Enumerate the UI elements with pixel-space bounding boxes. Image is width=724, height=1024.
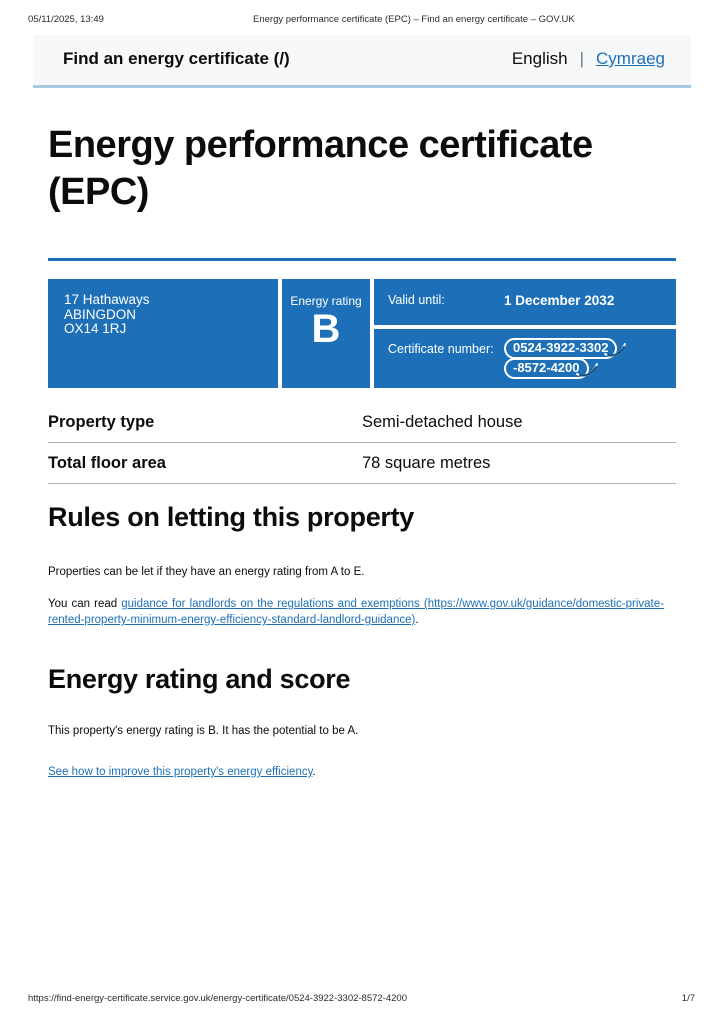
print-footer-url: https://find-energy-certificate.service.… bbox=[28, 993, 407, 1004]
landlord-guidance-link[interactable]: guidance for landlords on the regulation… bbox=[48, 598, 664, 626]
language-switch-link[interactable]: Cymraeg bbox=[596, 49, 665, 68]
improve-efficiency-link[interactable]: See how to improve this property's energ… bbox=[48, 766, 313, 778]
floor-area-value: 78 square metres bbox=[362, 454, 491, 472]
certificate-summary-panel: 17 Hathaways ABINGDON OX14 1RJ Energy ra… bbox=[48, 279, 676, 388]
address-line-1: 17 Hathaways bbox=[64, 292, 150, 307]
guidance-suffix: . bbox=[415, 614, 419, 626]
service-name-link[interactable]: Find an energy certificate (/) bbox=[63, 49, 290, 68]
print-doc-title: Energy performance certificate (EPC) – F… bbox=[253, 14, 575, 25]
address-line-3: OX14 1RJ bbox=[64, 321, 127, 336]
table-row: Property type Semi-detached house bbox=[48, 402, 676, 443]
valid-until-label: Valid until: bbox=[388, 293, 445, 307]
address-line-2: ABINGDON bbox=[64, 306, 137, 322]
language-separator: | bbox=[579, 49, 585, 68]
letting-rules-paragraph: Properties can be let if they have an en… bbox=[48, 566, 365, 578]
guidance-prefix: You can read bbox=[48, 598, 122, 610]
energy-rating-label: Energy rating bbox=[290, 294, 362, 308]
energy-rating-box: Energy rating B bbox=[282, 279, 370, 388]
certificate-number-row: Certificate number: 0524-3922-3302 -8572… bbox=[374, 329, 676, 388]
valid-until-value: 1 December 2032 bbox=[504, 293, 615, 308]
certificate-number: 0524-3922-3302 -8572-4200 bbox=[504, 338, 627, 379]
improve-paragraph: See how to improve this property's energ… bbox=[48, 764, 664, 780]
annotation-tail-icon bbox=[575, 363, 598, 377]
energy-rating-value: B bbox=[311, 307, 341, 351]
table-row: Total floor area 78 square metres bbox=[48, 443, 676, 484]
floor-area-label: Total floor area bbox=[48, 454, 166, 472]
valid-until-row: Valid until: 1 December 2032 bbox=[374, 279, 676, 325]
property-address: 17 Hathaways ABINGDON OX14 1RJ bbox=[48, 279, 278, 388]
print-page-indicator: 1/7 bbox=[681, 993, 695, 1004]
guidance-paragraph: You can read guidance for landlords on t… bbox=[48, 596, 664, 628]
service-header: Find an energy certificate (/) English |… bbox=[33, 35, 691, 88]
property-details: Property type Semi-detached house Total … bbox=[48, 402, 676, 484]
certificate-number-annotation: 0524-3922-3302 bbox=[504, 338, 627, 359]
language-switcher: English | Cymraeg bbox=[512, 49, 665, 69]
certificate-number-annotation: -8572-4200 bbox=[504, 358, 598, 379]
certificate-number-part-2: -8572-4200 bbox=[513, 360, 580, 375]
property-type-value: Semi-detached house bbox=[362, 413, 523, 431]
print-datetime: 05/11/2025, 13:49 bbox=[28, 14, 104, 25]
rating-section-heading: Energy rating and score bbox=[48, 664, 351, 694]
certificate-number-part-1: 0524-3922-3302 bbox=[513, 340, 609, 355]
improve-suffix: . bbox=[312, 766, 316, 778]
certificate-meta-column: Valid until: 1 December 2032 Certificate… bbox=[374, 279, 676, 388]
page-title: Energy performance certificate (EPC) bbox=[48, 124, 593, 213]
language-current: English bbox=[511, 49, 568, 68]
annotation-tail-icon bbox=[604, 343, 627, 357]
rating-paragraph: This property's energy rating is B. It h… bbox=[48, 725, 359, 737]
section-divider bbox=[48, 258, 676, 261]
letting-rules-heading: Rules on letting this property bbox=[48, 502, 415, 532]
certificate-number-label: Certificate number: bbox=[388, 342, 494, 356]
property-type-label: Property type bbox=[48, 413, 155, 431]
